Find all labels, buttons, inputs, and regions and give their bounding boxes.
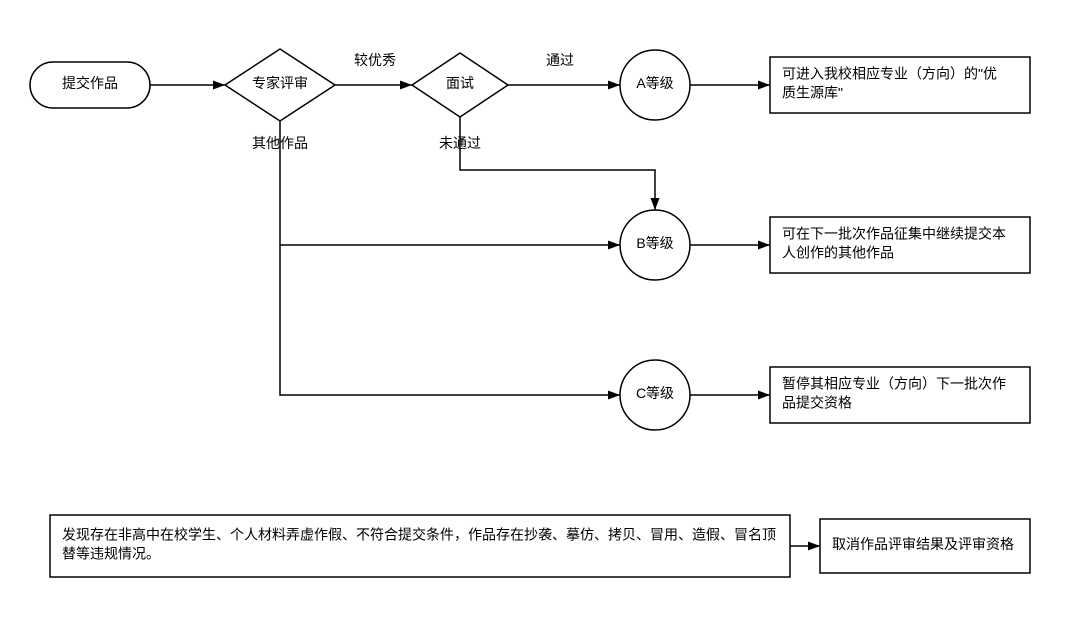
node-outcomeC: 暂停其相应专业（方向）下一批次作品提交资格 xyxy=(770,367,1030,423)
flowchart-canvas: 较优秀 通过未通过 其他作品 提交作品 专家评审 面试 A等级 B等级 C等级 可进入我校相应专业… xyxy=(0,0,1080,631)
svg-text:B等级: B等级 xyxy=(636,235,673,251)
svg-text:提交作品: 提交作品 xyxy=(62,75,118,91)
node-outcomeA: 可进入我校相应专业（方向）的"优质生源库" xyxy=(770,57,1030,113)
svg-text:A等级: A等级 xyxy=(636,75,673,91)
node-review: 专家评审 xyxy=(225,49,335,121)
node-gradeB: B等级 xyxy=(620,210,690,280)
node-violation: 发现存在非高中在校学生、个人材料弄虚作假、不符合提交条件，作品存在抄袭、摹仿、拷… xyxy=(50,515,790,577)
edge-label-review-to-B: 其他作品 xyxy=(252,135,308,151)
svg-text:C等级: C等级 xyxy=(636,385,674,401)
edge-interview-to-B xyxy=(460,117,655,210)
edge-review-to-C xyxy=(280,245,620,395)
svg-text:专家评审: 专家评审 xyxy=(252,75,308,91)
node-interview: 面试 xyxy=(412,53,508,117)
node-gradeA: A等级 xyxy=(620,50,690,120)
node-outcomeB: 可在下一批次作品征集中继续提交本人创作的其他作品 xyxy=(770,217,1030,273)
edge-label-interview-to-A: 通过 xyxy=(546,52,574,68)
node-gradeC: C等级 xyxy=(620,360,690,430)
node-outcomeV: 取消作品评审结果及评审资格 xyxy=(820,519,1030,573)
node-submit: 提交作品 xyxy=(30,62,150,108)
svg-text:面试: 面试 xyxy=(446,75,474,91)
svg-text:取消作品评审结果及评审资格: 取消作品评审结果及评审资格 xyxy=(832,536,1014,552)
edge-label-review-to-interview: 较优秀 xyxy=(354,52,396,68)
edge-label-interview-to-B: 未通过 xyxy=(439,135,481,151)
